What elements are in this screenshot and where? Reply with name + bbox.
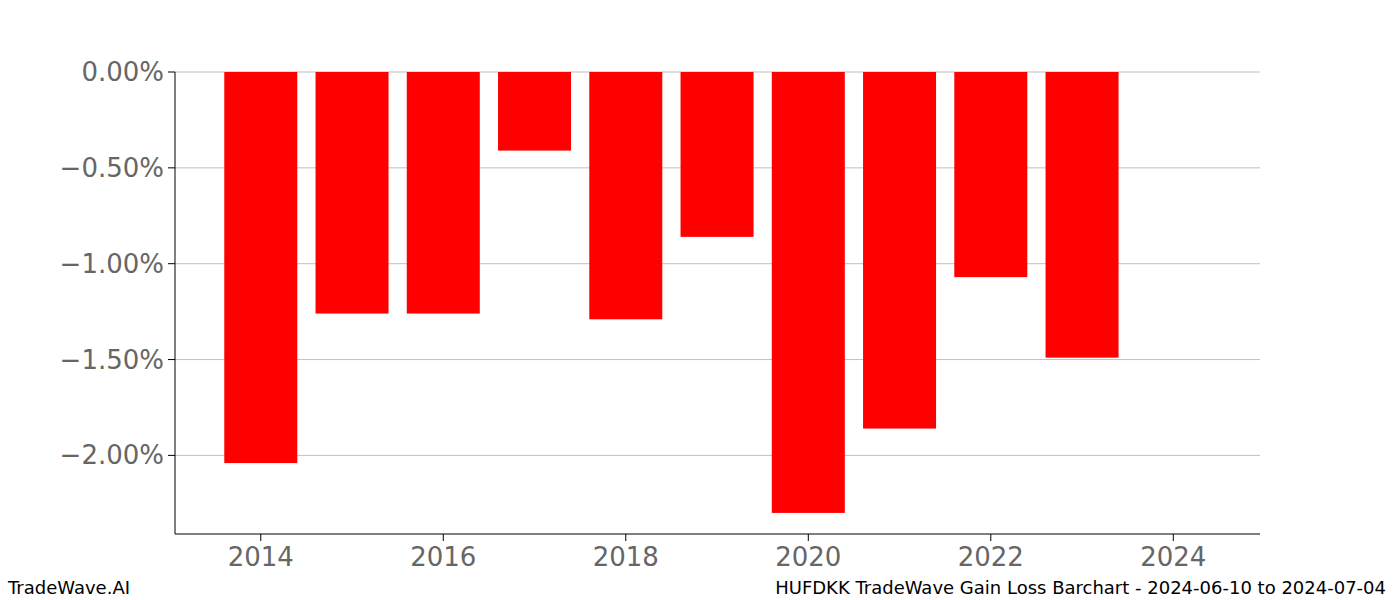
bar — [863, 72, 936, 429]
bars — [224, 72, 1118, 513]
x-tick-label: 2014 — [228, 542, 294, 572]
x-tick-label: 2020 — [775, 542, 841, 572]
bar — [1046, 72, 1119, 358]
x-tick-label: 2018 — [593, 542, 659, 572]
x-axis — [175, 534, 1260, 535]
y-tick-label: −1.50% — [60, 345, 164, 375]
y-tick — [168, 455, 175, 456]
bar — [498, 72, 571, 151]
bar — [224, 72, 297, 463]
y-tick-label: 0.00% — [81, 57, 164, 87]
x-tick-label: 2016 — [410, 542, 476, 572]
x-tick — [1173, 534, 1174, 541]
x-tick-label: 2022 — [958, 542, 1024, 572]
grid-line — [175, 359, 1260, 360]
y-tick — [168, 72, 175, 73]
y-tick — [168, 359, 175, 360]
y-tick-label: −0.50% — [60, 153, 164, 183]
y-tick — [168, 263, 175, 264]
title: HUFDKK TradeWave Gain Loss Barchart - 20… — [775, 577, 1386, 598]
bar — [681, 72, 754, 237]
bar — [772, 72, 845, 513]
y-tick-label: −2.00% — [60, 440, 164, 470]
x-tick — [990, 534, 991, 541]
y-tick-label: −1.00% — [60, 249, 164, 279]
x-tick-label: 2024 — [1140, 542, 1206, 572]
x-tick — [808, 534, 809, 541]
bar — [589, 72, 662, 319]
bar — [316, 72, 389, 314]
bar — [954, 72, 1027, 277]
x-tick — [625, 534, 626, 541]
x-tick — [443, 534, 444, 541]
grid-line — [175, 455, 1260, 456]
y-axis — [175, 72, 176, 534]
bar — [407, 72, 480, 314]
y-tick — [168, 167, 175, 168]
source: TradeWave.AI — [7, 577, 130, 598]
chart: 0.00% −0.50% −1.00% −1.50% −2.00% 2014 2016 201… — [0, 0, 1400, 600]
x-tick — [260, 534, 261, 541]
